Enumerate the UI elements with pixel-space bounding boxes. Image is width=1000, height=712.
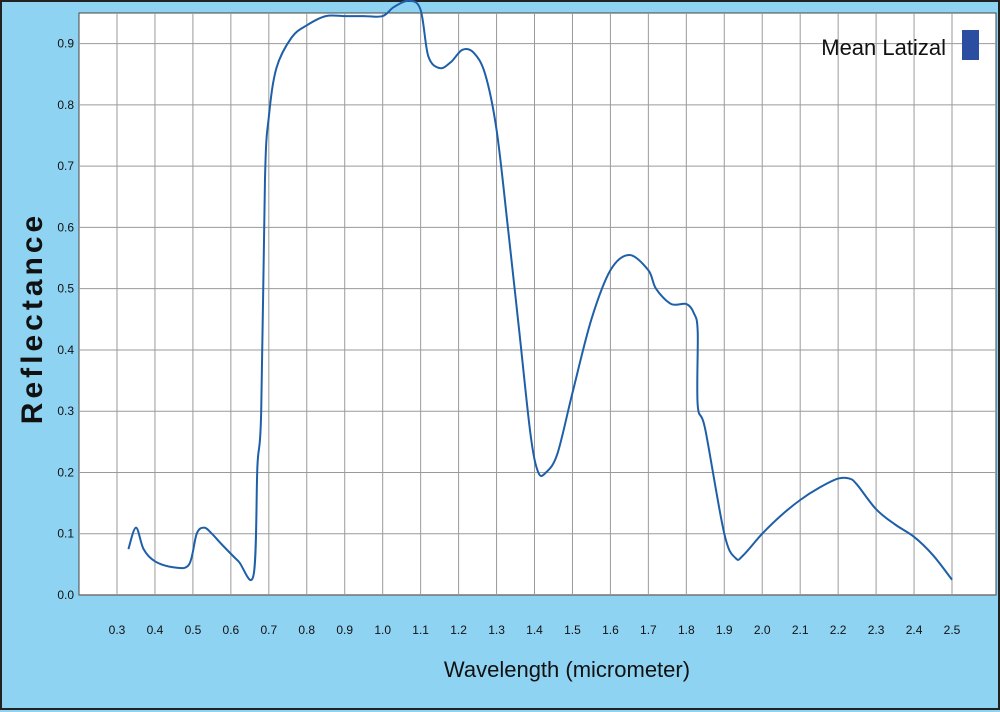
x-tick-label: 1.2 [450,623,467,637]
x-tick-label: 0.7 [260,623,277,637]
x-axis-label: Wavelength (micrometer) [444,657,690,682]
x-tick-label: 2.1 [792,623,809,637]
x-tick-labels: 0.3 0.4 0.5 0.6 0.7 0.8 0.9 1.0 1.1 1.2 1.3 1.4 1.5 1… [109,623,961,637]
x-tick-label: 0.8 [298,623,315,637]
legend: Mean Latizal [821,30,979,60]
x-tick-label: 0.6 [223,623,240,637]
x-tick-label: 1.1 [412,623,429,637]
y-tick-label: 0.3 [57,404,74,418]
x-tick-label: 2.2 [830,623,847,637]
x-tick-label: 1.0 [374,623,391,637]
x-tick-label: 0.5 [185,623,202,637]
x-tick-label: 1.3 [488,623,505,637]
legend-swatch [962,30,979,60]
y-tick-label: 0.6 [57,220,74,234]
y-tick-label: 0.8 [57,98,74,112]
y-tick-label: 0.5 [57,282,74,296]
x-tick-label: 0.9 [336,623,353,637]
grid-lines [79,13,996,596]
y-tick-label: 0.0 [57,588,74,602]
y-tick-label: 0.2 [57,465,74,479]
y-tick-label: 0.1 [57,527,74,541]
series-lines [127,0,953,582]
plot-area [78,12,997,596]
x-tick-label: 2.4 [906,623,923,637]
x-tick-label: 1.6 [602,623,619,637]
y-tick-label: 0.9 [57,37,74,51]
x-tick-label: 2.3 [868,623,885,637]
series-line-mean-latizal [127,0,953,582]
y-tick-label: 0.7 [57,159,74,173]
y-tick-label: 0.4 [57,343,74,357]
x-tick-label: 1.4 [526,623,543,637]
y-tick-labels: 0.0 0.1 0.2 0.3 0.4 0.5 0.6 0.7 0.8 0.9 [57,37,74,602]
legend-label: Mean Latizal [821,35,946,60]
x-tick-label: 1.7 [640,623,657,637]
x-tick-label: 2.0 [754,623,771,637]
x-tick-label: 0.4 [147,623,164,637]
x-tick-label: 1.9 [716,623,733,637]
x-tick-label: 1.8 [678,623,695,637]
x-tick-label: 1.5 [564,623,581,637]
x-tick-label: 2.5 [944,623,961,637]
x-tick-label: 0.3 [109,623,126,637]
y-axis-label: Reflectance [16,212,49,424]
